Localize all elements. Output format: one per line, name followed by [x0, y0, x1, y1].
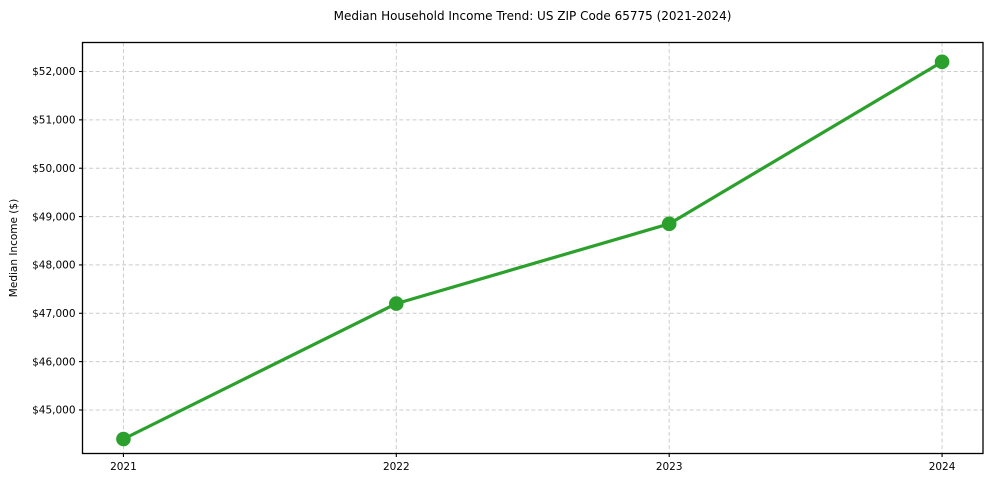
y-axis-label: Median Income ($) — [8, 198, 20, 298]
x-tick-label: 2021 — [110, 461, 137, 473]
data-point — [116, 431, 131, 447]
plot-border — [81, 41, 984, 455]
y-tick-label: $47,000 — [32, 308, 75, 320]
y-tick-label: $48,000 — [32, 260, 75, 272]
chart-title: Median Household Income Trend: US ZIP Co… — [333, 9, 732, 23]
y-tick-label: $52,000 — [32, 66, 75, 78]
y-tick-label: $46,000 — [32, 356, 75, 368]
y-tick-label: $49,000 — [32, 211, 75, 223]
data-point — [389, 296, 404, 311]
y-tick-label: $51,000 — [32, 115, 75, 127]
data-point — [661, 216, 677, 232]
data-point — [934, 54, 950, 70]
x-tick-label: 2024 — [929, 461, 956, 473]
trend-line — [121, 60, 944, 441]
x-tick-label: 2023 — [656, 461, 683, 473]
x-tick-label: 2022 — [383, 461, 410, 473]
y-tick-label: $50,000 — [32, 163, 75, 175]
y-tick-label: $45,000 — [32, 405, 75, 417]
